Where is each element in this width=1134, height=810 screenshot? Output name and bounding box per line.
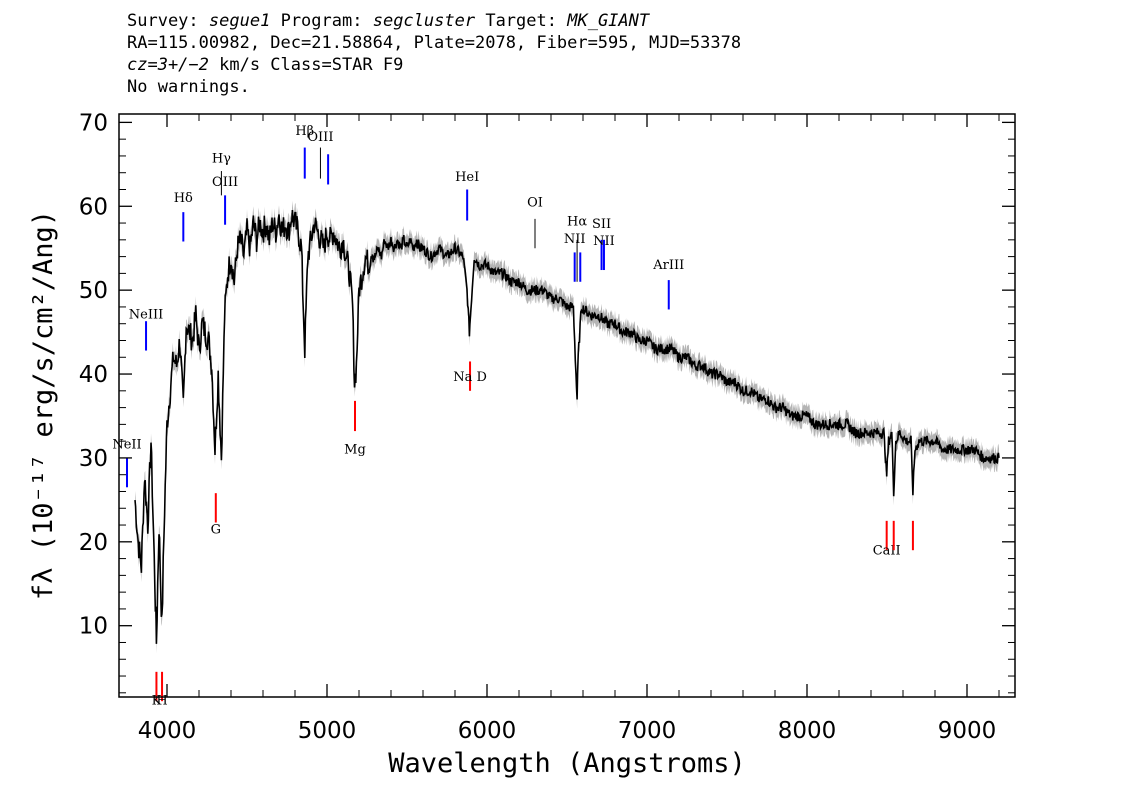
line-label-19: Mg [344,443,366,458]
line-label-9: OI [527,195,543,210]
error-band-layer [135,200,999,654]
y-tick-label-50: 50 [79,278,108,304]
y-tick-label-30: 30 [79,446,108,472]
y-tick-label-70: 70 [79,110,108,136]
line-label-21: CaII [873,543,901,558]
y-tick-label-40: 40 [79,362,108,388]
spectrum-error-band [135,200,999,654]
x-tick-label-5000: 5000 [298,718,357,744]
y-axis-title-group: fλ (10⁻¹⁷ erg/s/cm²/Ang) [28,210,59,600]
line-label-11: Hα [567,215,587,230]
line-label-14: NII [593,234,615,249]
line-label-10: NII [564,232,586,247]
line-label-5: Hβ [295,124,314,139]
line-label-0: NeII [112,438,141,453]
header-line-4: No warnings. [127,77,250,97]
survey-value: segue1 [208,11,271,31]
y-tick-label-10: 10 [79,614,108,640]
line-label-6: OIII [307,130,333,145]
axis-ticks-layer: 4000 5000 6000 7000 8000 9000 10 20 30 40 50 60 70 [79,110,1015,744]
target-key: Target: [485,11,557,31]
y-tick-label-60: 60 [79,194,108,220]
line-label-18: G [211,522,221,537]
plot-frame [118,113,1016,698]
header-line-3: cz=3+/−2 km/s Class=STAR F9 [127,54,741,76]
cz-value: cz=3+/−2 [127,55,209,75]
spectrum-line [134,210,1000,644]
x-tick-label-6000: 6000 [458,718,517,744]
header-line-1: Survey: segue1 Program: segcluster Targe… [127,10,741,32]
line-label-4: OIII [212,175,238,190]
x-tick-label-8000: 8000 [778,718,837,744]
program-key: Program: [280,11,363,31]
line-label-15: ArIII [652,258,684,273]
x-tick-label-9000: 9000 [938,718,997,744]
target-value: MK_GIANT [567,11,650,31]
x-tick-label-4000: 4000 [138,718,197,744]
line-label-1: NeIII [129,308,163,323]
line-label-3: Hγ [212,152,231,167]
spectrum-layer [134,210,1000,644]
header-line-2: RA=115.00982, Dec=21.58864, Plate=2078, … [127,33,742,53]
cz-rest: km/s Class=STAR F9 [208,55,404,75]
program-value: segcluster [372,11,476,31]
line-label-13: SII [592,217,611,232]
survey-key: Survey: [127,11,199,31]
line-label-17: H [156,694,167,709]
y-tick-label-20: 20 [79,530,108,556]
y-axis-title: fλ (10⁻¹⁷ erg/s/cm²/Ang) [28,210,59,600]
line-label-16: K [152,694,162,709]
x-axis-title: Wavelength (Angstroms) [388,748,746,779]
line-label-20: Na D [453,370,487,385]
x-tick-label-7000: 7000 [618,718,677,744]
line-label-8: HeI [455,170,479,185]
spectrum-header: Survey: segue1 Program: segcluster Targe… [127,10,741,98]
line-label-2: Hδ [174,191,193,206]
